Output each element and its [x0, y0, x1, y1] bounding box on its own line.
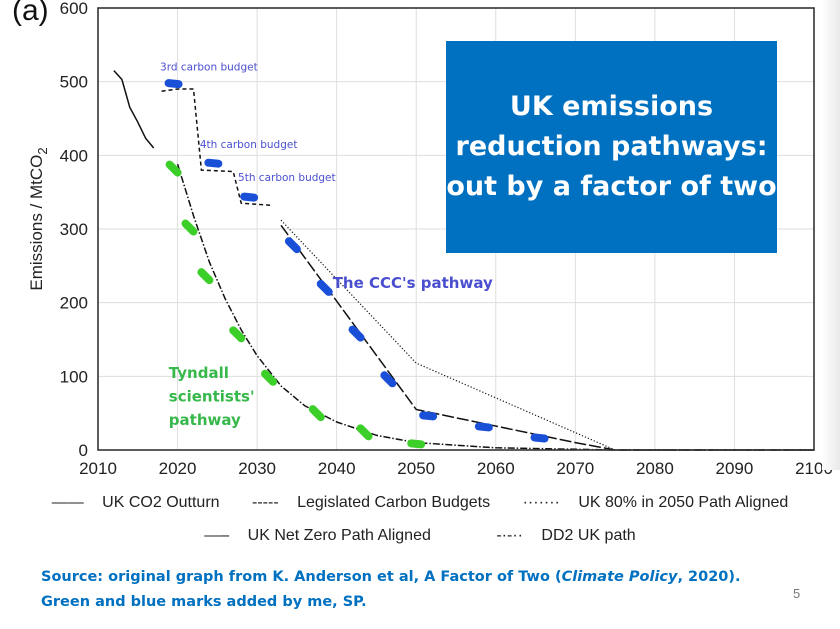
x-tick-label: 2040	[318, 459, 356, 478]
green-mark	[165, 160, 182, 177]
axes: 2010 2020 2030 2040 2050 2060 2070 2080 2090 2100…	[27, 0, 833, 478]
y-tick-label: 300	[60, 220, 88, 239]
annotation-label: 4th carbon budget	[200, 139, 298, 151]
page-number: 5	[793, 586, 801, 601]
legend-row-2: —– UK Net Zero Path Aligned -·-·· DD2 UK…	[0, 527, 840, 545]
y-tick-label: 200	[60, 294, 88, 313]
annotation-label: Tyndall	[169, 364, 229, 382]
blue-mark	[204, 158, 223, 168]
plot-frame	[97, 7, 815, 451]
legend-item: —— UK CO2 Outturn	[51, 494, 220, 511]
slide-edge-shadow	[822, 0, 840, 470]
green-mark	[181, 219, 198, 236]
blue-mark	[419, 411, 438, 421]
green-mark	[407, 439, 426, 449]
legend-item: —– UK Net Zero Path Aligned	[204, 527, 431, 544]
annotation-label: 5th carbon budget	[238, 172, 336, 184]
x-tick-label: 2020	[159, 459, 197, 478]
x-tick-label: 2030	[238, 459, 276, 478]
annotation-label: pathway	[169, 411, 241, 429]
legend-item: -·-·· DD2 UK path	[496, 527, 636, 544]
series-line-dd2-uk-path	[176, 163, 814, 451]
blue-mark	[348, 325, 365, 342]
y-tick-label: 500	[60, 73, 88, 92]
green-mark	[261, 369, 278, 386]
y-tick-label: 0	[79, 441, 88, 460]
green-mark	[197, 268, 214, 285]
legend-item: ----- Legislated Carbon Budgets	[252, 494, 491, 511]
blue-mark	[474, 422, 493, 432]
x-tick-label: 2080	[636, 459, 674, 478]
y-tick-label: 400	[60, 146, 88, 165]
x-tick-label: 2060	[477, 459, 515, 478]
x-tick-label: 2070	[556, 459, 594, 478]
green-mark	[308, 405, 325, 422]
blue-mark	[284, 237, 301, 254]
series-line-uk-co2-outturn	[113, 70, 155, 149]
y-tick-label: 100	[60, 367, 88, 386]
annotation-label: scientists'	[169, 387, 255, 405]
blue-mark	[316, 279, 333, 296]
legend-item: ······· UK 80% in 2050 Path Aligned	[522, 494, 789, 511]
legend-row-1: —— UK CO2 Outturn ----- Legislated Carbo…	[0, 494, 840, 512]
green-mark	[356, 424, 373, 441]
annotation-label: 3rd carbon budget	[160, 62, 258, 74]
x-tick-label: 2010	[79, 459, 117, 478]
blue-mark	[164, 79, 183, 89]
y-axis-label: Emissions / MtCO2	[27, 147, 50, 290]
y-tick-label: 600	[60, 0, 88, 18]
green-mark	[229, 326, 246, 343]
annotation-label: The CCC's pathway	[333, 274, 493, 292]
panel-label: (a)	[12, 0, 49, 27]
blue-mark	[380, 371, 397, 388]
blue-mark	[240, 192, 259, 202]
series-line-legislated-carbon-budgets	[161, 88, 274, 207]
hand-marks	[164, 79, 549, 449]
annotations: 3rd carbon budget 4th carbon budget 5th ca…	[160, 62, 493, 429]
title-box: UK emissions reduction pathways: out by …	[446, 41, 777, 253]
blue-mark	[530, 433, 549, 443]
source-caption: Source: original graph from K. Anderson …	[41, 569, 741, 610]
x-tick-label: 2050	[397, 459, 435, 478]
x-tick-label: 2090	[716, 459, 754, 478]
